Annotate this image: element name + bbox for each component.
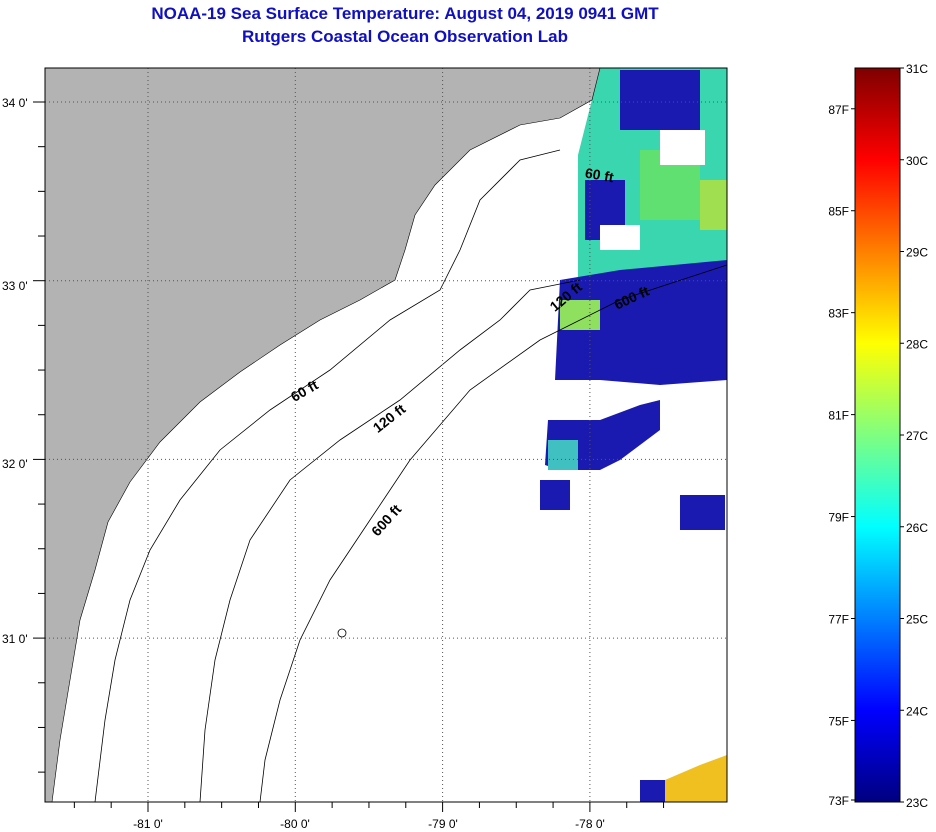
lat-label: 32 0' <box>2 457 28 471</box>
lon-label: -80 0' <box>280 817 310 831</box>
fahrenheit-label: 73F <box>828 794 849 808</box>
fahrenheit-label: 85F <box>828 205 849 219</box>
celsius-label: 23C <box>906 796 928 810</box>
fahrenheit-label: 81F <box>828 409 849 423</box>
colorbar-scale <box>854 67 901 803</box>
celsius-label: 29C <box>906 246 928 260</box>
contour-600ft <box>259 264 727 802</box>
sst-data <box>540 68 727 802</box>
fahrenheit-label: 75F <box>828 714 849 728</box>
celsius-label: 30C <box>906 154 928 168</box>
celsius-label: 31C <box>906 62 928 76</box>
gridlines <box>45 68 727 802</box>
lon-label: -79 0' <box>428 817 458 831</box>
longitude-labels: -81 0' -80 0' -79 0' -78 0' <box>133 817 605 831</box>
fahrenheit-label: 79F <box>828 511 849 525</box>
lat-label: 31 0' <box>2 632 28 646</box>
colorbar: 87F 85F 83F 81F 79F 77F 75F 73F 31C 30C 29C 28C 27C… <box>828 62 928 810</box>
map-title: NOAA-19 Sea Surface Temperature: August … <box>151 4 659 23</box>
contour-label: 60 ft <box>584 165 615 186</box>
lat-label: 33 0' <box>2 279 28 293</box>
contour-120ft <box>199 279 581 802</box>
fahrenheit-label: 87F <box>828 103 849 117</box>
celsius-label: 27C <box>906 429 928 443</box>
fahrenheit-label: 77F <box>828 613 849 627</box>
fahrenheit-label: 83F <box>828 307 849 321</box>
latitude-labels: 34 0' 33 0' 32 0' 31 0' <box>2 96 28 646</box>
map-frame <box>44 67 728 803</box>
land <box>45 68 601 802</box>
lat-label: 34 0' <box>2 96 28 110</box>
contour-60ft <box>94 149 561 802</box>
lon-label: -81 0' <box>133 817 163 831</box>
celsius-label: 26C <box>906 521 928 535</box>
map-subtitle: Rutgers Coastal Ocean Observation Lab <box>242 27 568 46</box>
celsius-label: 28C <box>906 337 928 351</box>
axis-ticks <box>33 101 665 812</box>
celsius-label: 25C <box>906 613 928 627</box>
lon-label: -78 0' <box>575 817 605 831</box>
celsius-label: 24C <box>906 704 928 718</box>
